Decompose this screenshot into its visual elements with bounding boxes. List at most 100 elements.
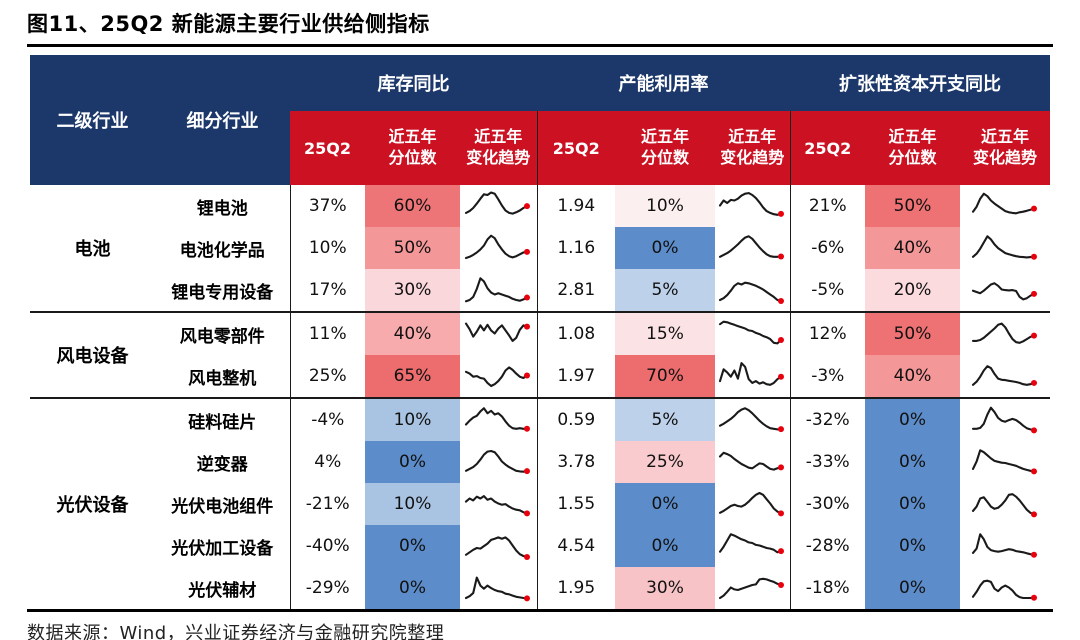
trend-sparkline [719, 281, 785, 304]
header-sub-industry: 细分行业 [155, 55, 290, 185]
quarter-value-cell: 1.16 [536, 227, 615, 269]
table-row: 光伏电池组件 -21% 10% 1.55 0% -30% 0% [30, 483, 1050, 525]
percentile-cell: 20% [865, 269, 960, 312]
percentile-cell: 50% [365, 227, 460, 269]
percentile-cell: 0% [865, 567, 960, 609]
sub-industry-cell: 光伏加工设备 [171, 538, 274, 559]
percentile-cell: 0% [865, 441, 960, 483]
percentile-cell: 0% [365, 441, 460, 483]
header-capex-pct: 近五年 分位数 [865, 111, 960, 185]
quarter-value-cell: 25% [289, 355, 365, 398]
table-row: 电池化学品 10% 50% 1.16 0% -6% 40% [30, 227, 1050, 269]
trend-sparkline [465, 449, 531, 475]
table-row: 光伏辅材 -29% 0% 1.95 30% -18% 0% [30, 567, 1050, 609]
trend-cell [715, 567, 790, 609]
trend-endpoint-dot [778, 297, 785, 304]
trend-sparkline [465, 191, 531, 215]
title-divider [27, 44, 1053, 47]
trend-endpoint-dot [1031, 551, 1037, 558]
trend-endpoint-dot [524, 553, 531, 560]
trend-endpoint-dot [524, 323, 531, 330]
header-group-capex: 扩张性资本开支同比 [790, 55, 1050, 111]
trend-sparkline [719, 362, 785, 386]
trend-cell [460, 355, 537, 398]
header-cap-pct: 近五年 分位数 [615, 111, 715, 185]
percentile-cell: 0% [615, 227, 715, 269]
header-cap-trend: 近五年 变化趋势 [715, 111, 790, 185]
quarter-value-cell: -6% [789, 227, 865, 269]
trend-endpoint-dot [1031, 594, 1037, 601]
trend-endpoint-dot [1031, 468, 1037, 475]
header-group-capacity: 产能利用率 [537, 55, 790, 111]
percentile-cell: 0% [865, 483, 960, 525]
trend-sparkline [971, 322, 1037, 344]
quarter-value-cell: -3% [789, 355, 865, 398]
percentile-cell: 70% [615, 355, 715, 398]
trend-cell [715, 185, 790, 227]
trend-sparkline [465, 407, 531, 432]
trend-endpoint-dot [1031, 290, 1037, 297]
trend-endpoint-dot [1031, 332, 1037, 339]
quarter-value-cell: -30% [789, 483, 865, 525]
table-row: 逆变器 4% 0% 3.78 25% -33% 0% [30, 441, 1050, 483]
percentile-cell: 40% [865, 227, 960, 269]
percentile-cell: 50% [865, 185, 960, 227]
trend-cell [960, 525, 1050, 567]
percentile-cell: 0% [365, 567, 460, 609]
table-row: 风电整机 25% 65% 1.97 70% -3% 40% [30, 355, 1050, 398]
trend-sparkline [719, 577, 785, 600]
percentile-cell: 15% [615, 311, 715, 355]
quarter-value-cell: -4% [289, 397, 365, 441]
quarter-value-cell: -29% [289, 567, 365, 609]
header-cap-q: 25Q2 [536, 111, 615, 185]
quarter-value-cell: -21% [289, 483, 365, 525]
percentile-cell: 0% [865, 525, 960, 567]
trend-sparkline [719, 320, 785, 345]
quarter-value-cell: 1.08 [536, 311, 615, 355]
trend-cell [715, 269, 790, 312]
quarter-value-cell: 37% [289, 185, 365, 227]
header-inv-pct: 近五年 分位数 [365, 111, 460, 185]
header-industry: 二级行业 [30, 55, 155, 185]
quarter-value-cell: 1.94 [536, 185, 615, 227]
quarter-value-cell: 1.95 [536, 567, 615, 609]
quarter-value-cell: 10% [289, 227, 365, 269]
percentile-cell: 65% [365, 355, 460, 398]
trend-endpoint-dot [1031, 427, 1037, 434]
trend-endpoint-dot [778, 548, 785, 555]
trend-cell [960, 397, 1050, 441]
percentile-cell: 40% [365, 311, 460, 355]
header-group-inventory: 库存同比 [290, 55, 537, 111]
trend-sparkline [719, 491, 785, 517]
trend-endpoint-dot [524, 372, 531, 379]
sub-industry-cell: 硅料硅片 [155, 397, 290, 441]
table-row: 锂电专用设备 17% 30% 2.81 5% -5% 20% [30, 269, 1050, 312]
trend-cell [460, 483, 537, 525]
trend-cell [960, 355, 1050, 398]
trend-sparkline [465, 366, 531, 388]
percentile-cell: 30% [615, 567, 715, 609]
trend-endpoint-dot [1031, 253, 1037, 260]
percentile-cell: 0% [615, 525, 715, 567]
trend-cell [960, 567, 1050, 609]
trend-cell [715, 355, 790, 398]
header-row-groups: 二级行业 细分行业 库存同比 产能利用率 扩张性资本开支同比 [30, 55, 1050, 185]
trend-sparkline [719, 533, 785, 555]
sub-industry-cell: 光伏电池组件 [171, 496, 274, 517]
trend-endpoint-dot [1031, 379, 1037, 386]
header-inv-trend: 近五年 变化趋势 [460, 111, 537, 185]
quarter-value-cell: -32% [789, 397, 865, 441]
trend-endpoint-dot [524, 203, 531, 210]
trend-sparkline [971, 449, 1037, 475]
percentile-cell: 40% [865, 355, 960, 398]
trend-endpoint-dot [778, 373, 785, 380]
trend-endpoint-dot [778, 510, 785, 517]
trend-endpoint-dot [524, 294, 531, 301]
quarter-value-cell: 4.54 [536, 525, 615, 567]
percentile-cell: 0% [615, 483, 715, 525]
trend-cell [960, 269, 1050, 312]
trend-cell [960, 227, 1050, 269]
trend-endpoint-dot [778, 210, 785, 217]
quarter-value-cell: 11% [289, 311, 365, 355]
